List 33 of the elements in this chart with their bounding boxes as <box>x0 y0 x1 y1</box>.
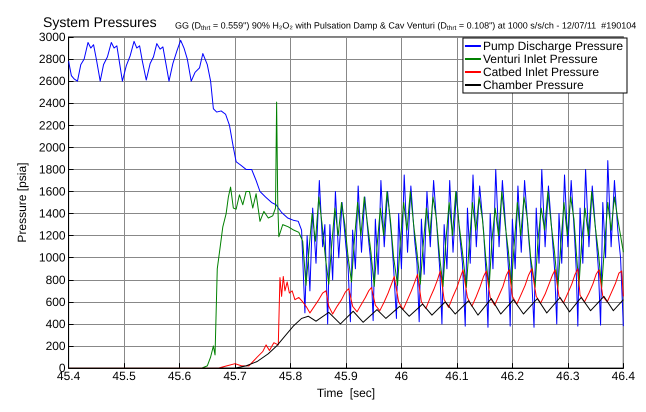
x-tick-label: 46 <box>394 369 408 384</box>
y-axis-title: Pressure [psia] <box>15 162 29 243</box>
y-tick-label: 1400 <box>38 206 66 221</box>
y-tick-label: 2800 <box>38 52 66 66</box>
y-tick-label: 3000 <box>38 30 66 44</box>
y-tick-label: 2000 <box>38 140 66 154</box>
y-tick-label: 2200 <box>38 118 66 132</box>
x-tick-label: 46.1 <box>445 369 469 384</box>
legend-label: Chamber Pressure <box>482 78 584 92</box>
y-tick-label: 200 <box>46 339 66 354</box>
x-tick-label: 45.7 <box>223 369 248 384</box>
x-axis-title: Time [sec] <box>316 386 376 400</box>
x-tick-label: 45.9 <box>334 369 358 384</box>
y-tick-label: 1000 <box>38 250 66 265</box>
y-tick-label: 1200 <box>38 228 66 243</box>
y-tick-label: 600 <box>46 294 66 309</box>
x-tick-label: 46.3 <box>556 369 580 384</box>
y-tick-label: 800 <box>46 272 66 287</box>
y-tick-label: 2600 <box>38 74 66 88</box>
x-tick-label: 45.5 <box>112 369 136 384</box>
y-tick-label: 2400 <box>38 96 66 110</box>
legend-label: Venturi Inlet Pressure <box>482 52 598 66</box>
legend-label: Pump Discharge Pressure <box>482 39 624 53</box>
y-tick-label: 1800 <box>38 162 66 176</box>
y-tick-label: 400 <box>46 316 66 331</box>
x-tick-label: 45.8 <box>278 369 302 384</box>
x-tick-label: 45.6 <box>168 369 192 384</box>
line-series <box>68 40 624 328</box>
y-tick-label: 1600 <box>38 184 66 199</box>
chart-title: System Pressures <box>43 14 157 30</box>
x-tick-label: 46.4 <box>612 369 636 384</box>
legend-label: Catbed Inlet Pressure <box>482 65 600 79</box>
x-tick-label: 46.2 <box>500 369 524 384</box>
